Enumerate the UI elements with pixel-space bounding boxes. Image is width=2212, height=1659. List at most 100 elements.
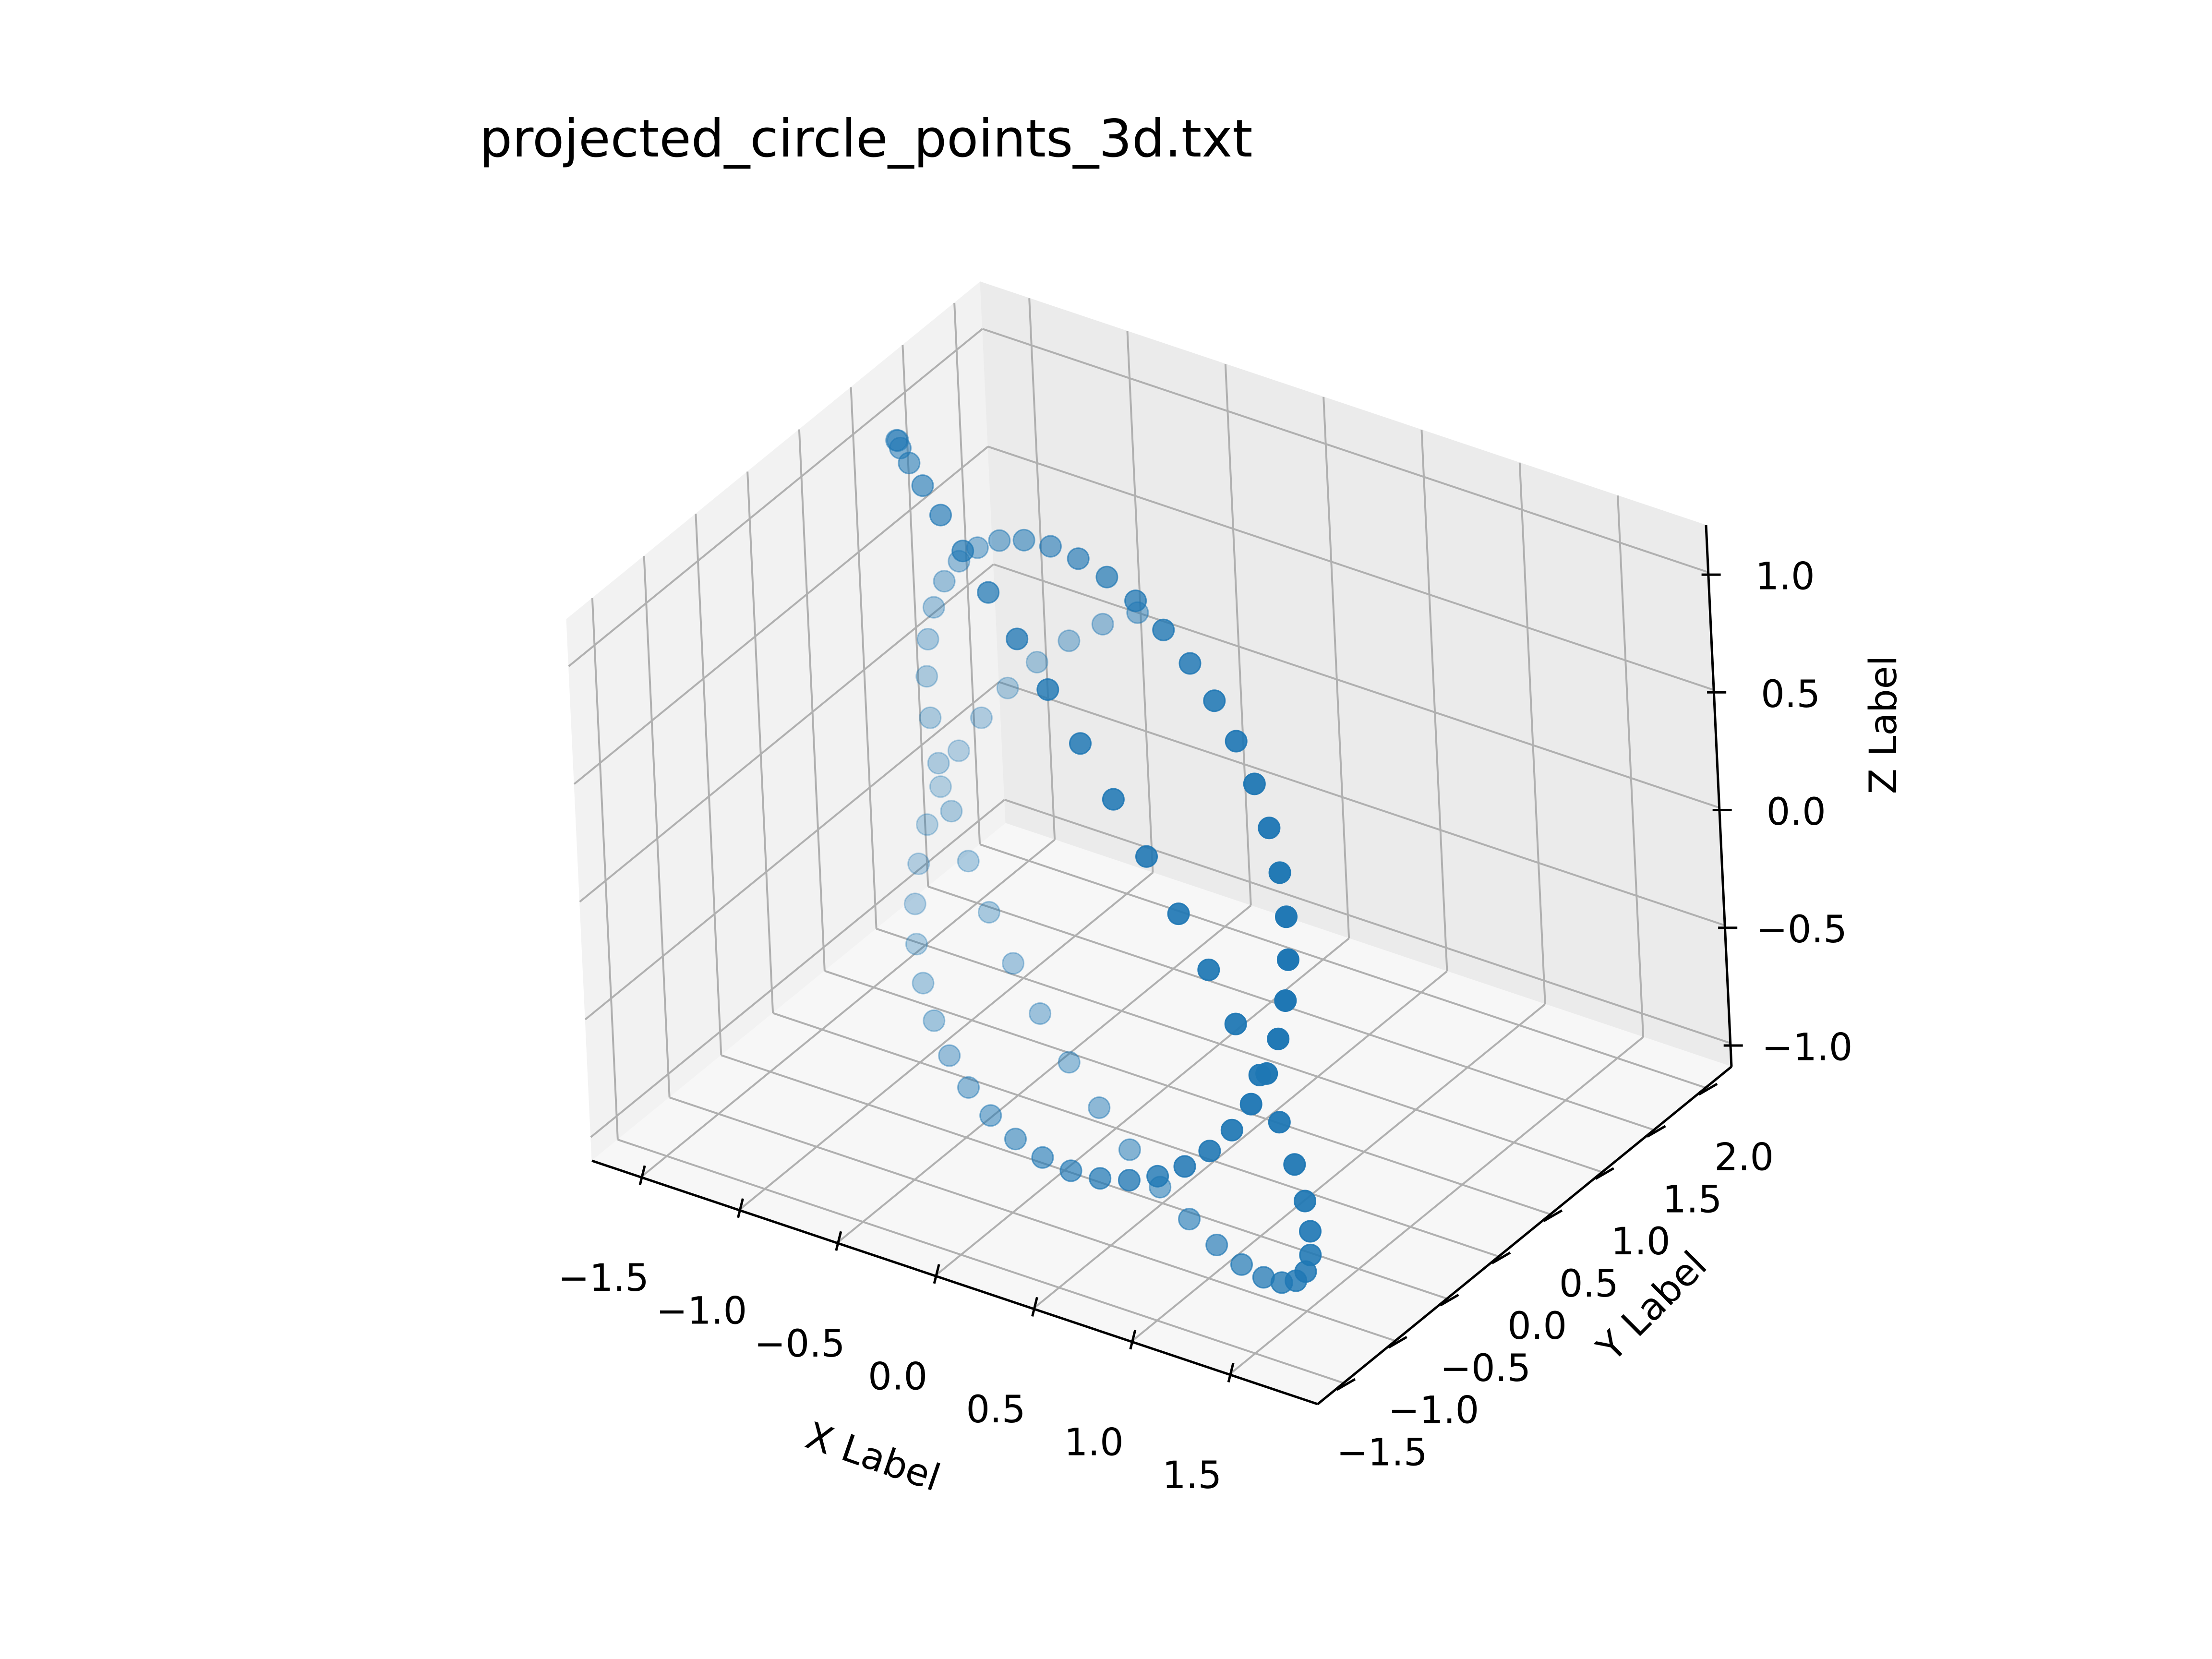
z-axis-label: Z Label xyxy=(1862,656,1905,794)
scatter-point xyxy=(933,570,956,593)
scatter-point xyxy=(1036,678,1059,701)
y-tick xyxy=(1336,1378,1356,1391)
scatter-point xyxy=(1275,905,1298,928)
scatter-point xyxy=(927,752,950,775)
y-tick-label: −0.5 xyxy=(1440,1347,1531,1390)
y-gridline-left xyxy=(902,345,929,887)
y-gridline-floor xyxy=(772,1012,1499,1258)
scatter-point xyxy=(905,933,928,956)
z-tick-label: 0.5 xyxy=(1761,673,1820,716)
scatter-point xyxy=(1276,948,1299,971)
y-tick-label: 0.0 xyxy=(1507,1305,1567,1348)
scatter-point xyxy=(1224,1012,1247,1035)
scatter-point xyxy=(1152,618,1175,641)
x-tick xyxy=(1227,1362,1235,1382)
scatter-point xyxy=(988,529,1011,552)
y-tick xyxy=(1698,1082,1718,1096)
scatter-point xyxy=(1058,1051,1081,1074)
x-tick-label: 0.0 xyxy=(868,1355,927,1398)
scatter-point xyxy=(1294,1190,1316,1213)
scatter-point xyxy=(1167,902,1190,926)
z-gridline-left xyxy=(590,799,1005,1138)
scatter-point xyxy=(940,800,963,823)
x-tick-label: −1.0 xyxy=(656,1289,747,1333)
y-tick xyxy=(1647,1125,1666,1138)
y-gridline-floor xyxy=(876,927,1603,1173)
scatter-point xyxy=(1225,730,1248,753)
scatter-point xyxy=(1118,1169,1141,1191)
scatter-point xyxy=(929,504,952,527)
scatter-point xyxy=(1089,1167,1112,1190)
scatter-point xyxy=(977,581,1000,604)
axis-lines xyxy=(591,525,1743,1406)
z-tick-label: −1.0 xyxy=(1762,1026,1852,1069)
scatter-point xyxy=(1178,1208,1201,1231)
x-tick xyxy=(638,1165,646,1185)
y-tick-label: 1.0 xyxy=(1611,1220,1671,1263)
x-gridline-back xyxy=(1420,430,1448,972)
scatter-point xyxy=(1173,1155,1196,1178)
scatter-point xyxy=(1118,1138,1141,1161)
scatter-point xyxy=(1220,1118,1243,1142)
x-gridline-floor xyxy=(1228,1036,1644,1375)
z-tick-label: 0.0 xyxy=(1767,791,1826,834)
scatter-point xyxy=(1059,1159,1082,1182)
scatter-point xyxy=(979,1104,1002,1127)
z-gridline-left xyxy=(584,681,1000,1021)
y-gridline-left xyxy=(695,514,722,1056)
scatter-point xyxy=(1205,1234,1228,1256)
scatter-point xyxy=(1299,1243,1322,1266)
z-gridline-left xyxy=(573,445,989,785)
scatter-point xyxy=(1004,1128,1027,1151)
scatter-point xyxy=(957,1076,980,1099)
axis-panes xyxy=(566,281,1732,1405)
x-tick xyxy=(835,1231,842,1251)
z-tick-label: −0.5 xyxy=(1756,908,1847,951)
scatter-point xyxy=(1002,952,1025,975)
x-tick xyxy=(1129,1330,1137,1350)
y-gridline-left xyxy=(850,387,878,929)
scatter-point xyxy=(1135,845,1158,868)
z-gridline-back xyxy=(982,328,1709,573)
scatter-point xyxy=(1268,861,1291,884)
y-tick-label: −1.5 xyxy=(1336,1431,1427,1475)
scatter-point xyxy=(911,474,934,497)
y-gridline-left xyxy=(746,471,774,1013)
scatter-point xyxy=(957,850,980,873)
scatter-point xyxy=(951,540,974,563)
scatter-point xyxy=(1255,1062,1278,1085)
scatter-point xyxy=(923,1009,946,1032)
y-gridline-floor xyxy=(669,1096,1396,1342)
scatter-point xyxy=(1031,1146,1054,1169)
y-tick-label: 1.5 xyxy=(1662,1178,1722,1221)
scatter-point xyxy=(1239,1093,1262,1116)
scatter-point xyxy=(1088,1096,1111,1119)
y-tick xyxy=(1595,1167,1614,1180)
scatter-point xyxy=(1102,788,1125,811)
y-tick xyxy=(1491,1251,1511,1264)
scatter-point xyxy=(1025,650,1048,673)
scatter-point xyxy=(1283,1153,1306,1176)
z-gridline-back xyxy=(993,563,1720,809)
x-gridline-back xyxy=(1617,495,1645,1037)
x-gridline-back xyxy=(1028,298,1056,840)
x-gridline-back xyxy=(1518,462,1546,1004)
y-gridline-floor xyxy=(617,1139,1344,1384)
scatter-point xyxy=(1095,565,1118,589)
y-tick xyxy=(1440,1294,1459,1307)
scatter-point xyxy=(1146,1165,1169,1188)
x-tick-label: 1.0 xyxy=(1064,1421,1124,1464)
scatter-point xyxy=(1091,613,1114,636)
z-gridline-left xyxy=(579,563,994,903)
z-gridline-back xyxy=(987,445,1714,691)
x-gridline-floor xyxy=(640,839,1056,1178)
scatter-point xyxy=(922,596,945,619)
scatter-point xyxy=(903,892,926,915)
x-tick-label: −0.5 xyxy=(754,1322,845,1366)
chart-title: projected_circle_points_3d.txt xyxy=(480,109,1253,169)
x-axis-line xyxy=(591,1159,1318,1406)
x-tick xyxy=(737,1198,744,1218)
y-axis-line xyxy=(1317,1066,1732,1405)
y-tick-label: 2.0 xyxy=(1714,1136,1774,1179)
scatter-point xyxy=(916,628,939,650)
